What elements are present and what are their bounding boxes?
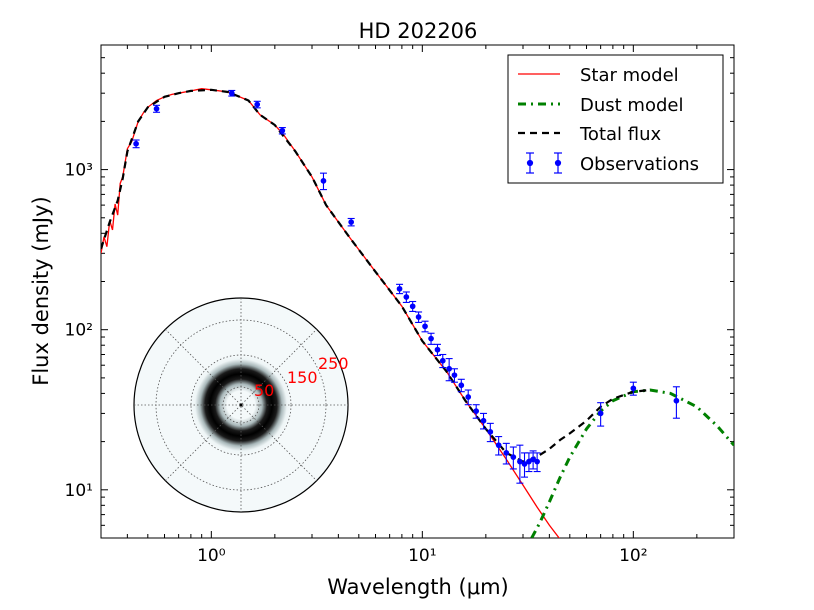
observation-point bbox=[347, 217, 355, 227]
x-tick-label: 10² bbox=[619, 546, 647, 566]
observation-point bbox=[253, 100, 261, 109]
observation-point bbox=[415, 311, 423, 323]
observation-point bbox=[427, 332, 435, 345]
observation-point bbox=[629, 381, 637, 396]
total-flux-line bbox=[101, 88, 651, 463]
legend-obs-swatch bbox=[526, 152, 562, 174]
observation-point bbox=[495, 436, 503, 456]
legend: Star model Dust model Total flux Observa… bbox=[507, 54, 724, 184]
observation-point bbox=[486, 422, 494, 443]
x-tick-label: 10⁰ bbox=[197, 546, 226, 566]
observation-point bbox=[480, 412, 488, 430]
observation-point bbox=[132, 139, 140, 149]
observation-point bbox=[533, 452, 541, 473]
y-axis-label: Flux density (mJy) bbox=[29, 196, 53, 385]
observation-point bbox=[228, 89, 236, 97]
axis-ticks bbox=[100, 44, 735, 539]
inset-radius-label-1: 50 bbox=[254, 381, 274, 400]
observation-point bbox=[421, 320, 429, 333]
observation-point bbox=[472, 404, 480, 419]
y-tick-label: 10² bbox=[65, 321, 93, 341]
x-tick-label: 10¹ bbox=[408, 546, 436, 566]
legend-obs-label: Observations bbox=[580, 154, 699, 175]
x-axis-label: Wavelength (μm) bbox=[327, 575, 508, 599]
observation-point bbox=[278, 127, 286, 135]
observation-point bbox=[516, 444, 524, 484]
observation-point bbox=[433, 343, 441, 357]
y-tick-label: 10³ bbox=[65, 161, 93, 181]
observation-point bbox=[450, 368, 458, 383]
dust-model-line bbox=[530, 388, 734, 538]
observations-points bbox=[132, 89, 680, 484]
inset-disk-image: 50 150 250 bbox=[133, 297, 349, 513]
legend-box bbox=[507, 54, 724, 184]
observation-point bbox=[521, 452, 529, 478]
observation-point bbox=[153, 104, 161, 113]
legend-dust-label: Dust model bbox=[580, 95, 683, 116]
observation-point bbox=[396, 283, 404, 295]
observation-point bbox=[502, 442, 510, 465]
inset-grid bbox=[134, 298, 348, 512]
observation-point bbox=[319, 172, 327, 191]
legend-star-label: Star model bbox=[580, 65, 679, 86]
observation-point bbox=[597, 402, 605, 427]
observation-point bbox=[457, 378, 465, 393]
axis-tick-labels: 10⁰ 10¹ 10² 10¹ 10² 10³ bbox=[65, 161, 648, 566]
observation-point bbox=[529, 450, 537, 470]
inset-radius-label-3: 250 bbox=[318, 354, 349, 373]
observation-point bbox=[509, 446, 517, 470]
observation-point bbox=[525, 452, 533, 473]
observation-point bbox=[439, 353, 447, 369]
inset-radius-label-2: 150 bbox=[287, 368, 318, 387]
observation-point bbox=[402, 291, 410, 303]
legend-total-label: Total flux bbox=[579, 124, 662, 145]
observation-point bbox=[672, 386, 680, 419]
observation-point bbox=[464, 389, 472, 406]
observation-point bbox=[409, 300, 417, 313]
chart-title: HD 202206 bbox=[359, 19, 478, 43]
y-tick-label: 10¹ bbox=[65, 481, 93, 501]
